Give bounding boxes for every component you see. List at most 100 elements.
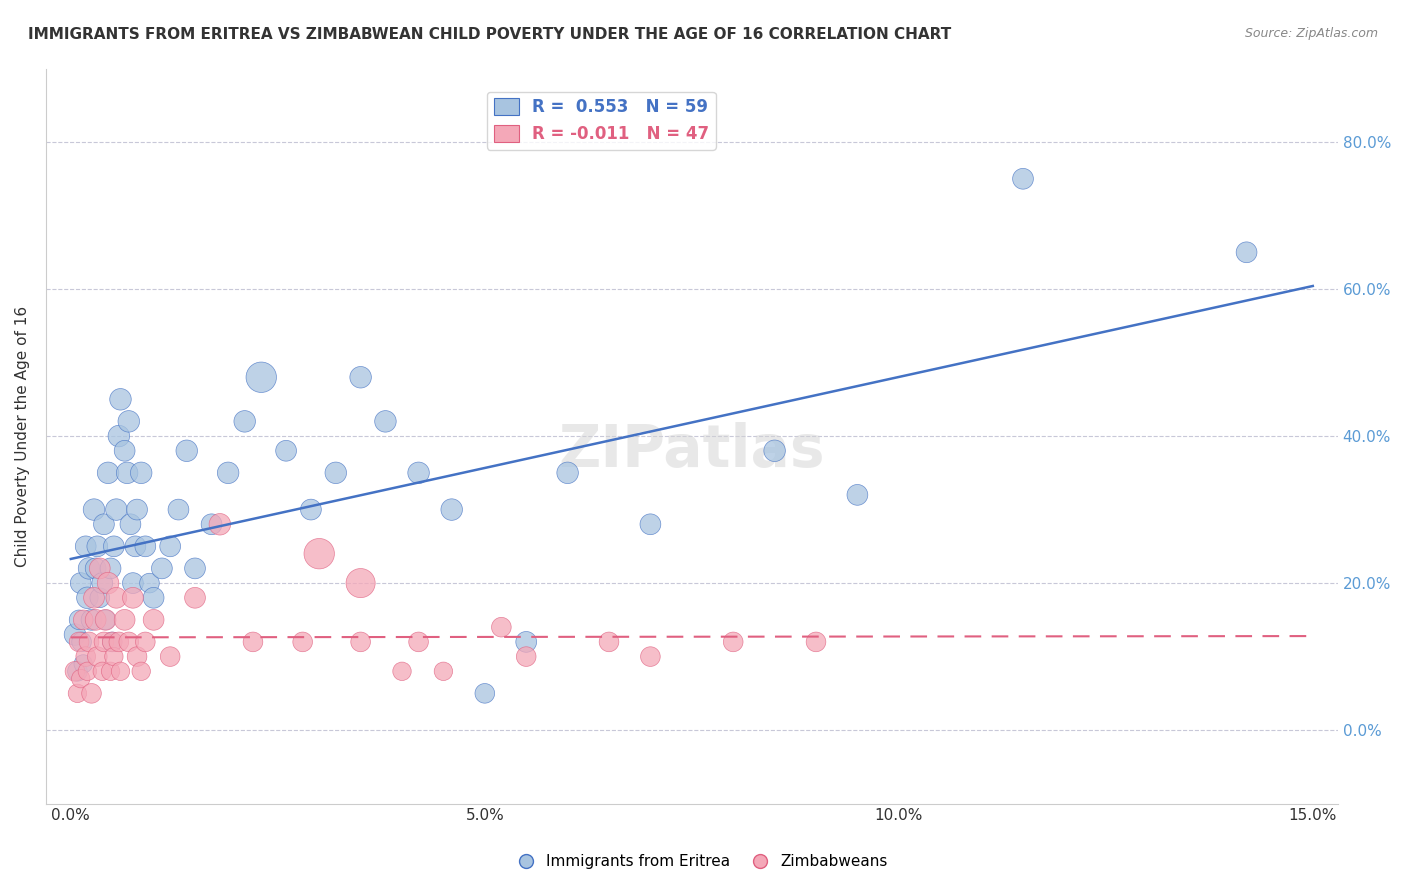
Point: [72, 657, 94, 671]
Point: [138, 576, 160, 591]
Point: [69, 576, 91, 591]
Legend: Immigrants from Eritrea, Zimbabweans: Immigrants from Eritrea, Zimbabweans: [512, 848, 894, 875]
Point: [846, 488, 869, 502]
Point: [349, 635, 371, 649]
Point: [86, 539, 108, 553]
Point: [408, 466, 430, 480]
Point: [122, 591, 145, 605]
Point: [80, 613, 103, 627]
Point: [94, 613, 117, 627]
Point: [374, 414, 396, 428]
Point: [89, 561, 111, 575]
Point: [83, 502, 105, 516]
Point: [150, 561, 173, 575]
Point: [217, 466, 239, 480]
Point: [83, 591, 105, 605]
Point: [77, 635, 100, 649]
Point: [491, 620, 513, 634]
Point: [100, 561, 122, 575]
Text: IMMIGRANTS FROM ERITREA VS ZIMBABWEAN CHILD POVERTY UNDER THE AGE OF 16 CORRELAT: IMMIGRANTS FROM ERITREA VS ZIMBABWEAN CH…: [28, 27, 952, 42]
Point: [274, 443, 297, 458]
Point: [432, 665, 454, 679]
Point: [804, 635, 827, 649]
Point: [120, 517, 142, 532]
Point: [84, 613, 107, 627]
Point: [557, 466, 579, 480]
Point: [1012, 171, 1035, 186]
Point: [515, 649, 537, 664]
Point: [103, 539, 125, 553]
Point: [349, 370, 371, 384]
Point: [72, 613, 94, 627]
Point: [67, 613, 90, 627]
Point: [167, 502, 190, 516]
Point: [93, 517, 115, 532]
Point: [129, 665, 152, 679]
Point: [108, 429, 131, 443]
Point: [721, 635, 744, 649]
Point: [118, 414, 141, 428]
Point: [75, 649, 97, 664]
Point: [118, 635, 141, 649]
Point: [291, 635, 314, 649]
Point: [640, 517, 662, 532]
Point: [200, 517, 222, 532]
Point: [142, 591, 165, 605]
Point: [159, 539, 181, 553]
Point: [97, 466, 120, 480]
Point: [125, 649, 148, 664]
Point: [77, 561, 100, 575]
Point: [208, 517, 231, 532]
Point: [108, 635, 131, 649]
Point: [391, 665, 413, 679]
Point: [114, 443, 136, 458]
Point: [308, 547, 330, 561]
Point: [93, 635, 115, 649]
Point: [110, 665, 132, 679]
Point: [233, 414, 256, 428]
Point: [101, 635, 124, 649]
Point: [325, 466, 347, 480]
Point: [408, 635, 430, 649]
Point: [97, 576, 120, 591]
Point: [91, 576, 114, 591]
Point: [70, 635, 93, 649]
Point: [94, 613, 117, 627]
Point: [66, 686, 89, 700]
Point: [122, 576, 145, 591]
Point: [184, 561, 207, 575]
Point: [69, 672, 91, 686]
Point: [142, 613, 165, 627]
Point: [101, 635, 124, 649]
Point: [91, 665, 114, 679]
Point: [84, 561, 107, 575]
Point: [184, 591, 207, 605]
Point: [115, 466, 138, 480]
Point: [75, 539, 97, 553]
Point: [76, 591, 98, 605]
Point: [103, 649, 125, 664]
Point: [440, 502, 463, 516]
Point: [349, 576, 371, 591]
Text: ZIPatlas: ZIPatlas: [558, 422, 825, 479]
Point: [250, 370, 273, 384]
Point: [242, 635, 264, 649]
Point: [86, 649, 108, 664]
Point: [100, 665, 122, 679]
Point: [134, 539, 156, 553]
Point: [515, 635, 537, 649]
Point: [1236, 245, 1258, 260]
Point: [763, 443, 786, 458]
Point: [76, 665, 98, 679]
Point: [63, 627, 86, 641]
Point: [110, 392, 132, 407]
Point: [129, 466, 152, 480]
Point: [66, 665, 89, 679]
Point: [159, 649, 181, 664]
Point: [640, 649, 662, 664]
Point: [80, 686, 103, 700]
Point: [474, 686, 496, 700]
Point: [598, 635, 620, 649]
Point: [134, 635, 156, 649]
Point: [176, 443, 198, 458]
